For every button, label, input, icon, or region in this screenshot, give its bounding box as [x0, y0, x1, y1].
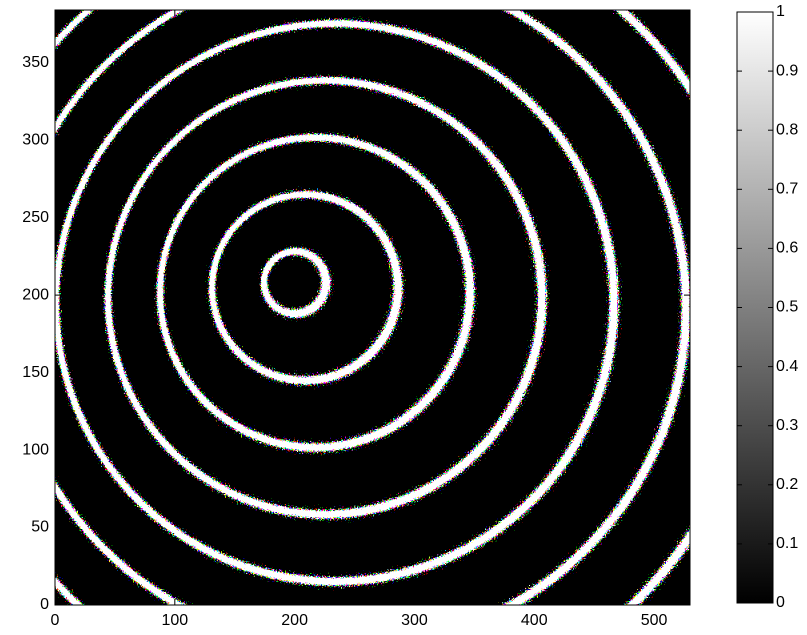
colorbar-tick-label: 0.7 [776, 181, 798, 198]
colorbar-tick-label: 0.3 [776, 417, 798, 434]
colorbar-tick-label: 0.2 [776, 476, 798, 493]
colorbar-tick-label: 0.6 [776, 240, 798, 257]
colorbar-tick-label: 0.8 [776, 121, 798, 138]
x-tick-label: 300 [401, 612, 428, 629]
colorbar-tick-label: 1 [776, 3, 785, 20]
y-tick-label: 350 [22, 54, 49, 71]
colorbar-tick-label: 0.9 [776, 62, 798, 79]
y-tick-label: 0 [40, 596, 49, 613]
y-tick-label: 100 [22, 441, 49, 458]
x-tick-label: 200 [281, 612, 308, 629]
y-tick-label: 300 [22, 131, 49, 148]
colorbar-tick-label: 0.5 [776, 299, 798, 316]
colorbar-tick-label: 0 [776, 594, 785, 611]
colorbar-tick-label: 0.1 [776, 535, 798, 552]
x-tick-label: 500 [641, 612, 668, 629]
y-tick-label: 150 [22, 364, 49, 381]
x-tick-label: 100 [161, 612, 188, 629]
y-tick-label: 200 [22, 286, 49, 303]
fringe-image [55, 10, 690, 605]
x-tick-label: 0 [51, 612, 60, 629]
y-tick-label: 250 [22, 209, 49, 226]
y-tick-label: 50 [31, 519, 49, 536]
colorbar [737, 12, 773, 603]
colorbar-tick-label: 0.4 [776, 358, 798, 375]
figure: 0 100 200 300 400 500 0 50 100 150 200 250 300 350 0 0.… [0, 0, 807, 635]
x-tick-label: 400 [521, 612, 548, 629]
